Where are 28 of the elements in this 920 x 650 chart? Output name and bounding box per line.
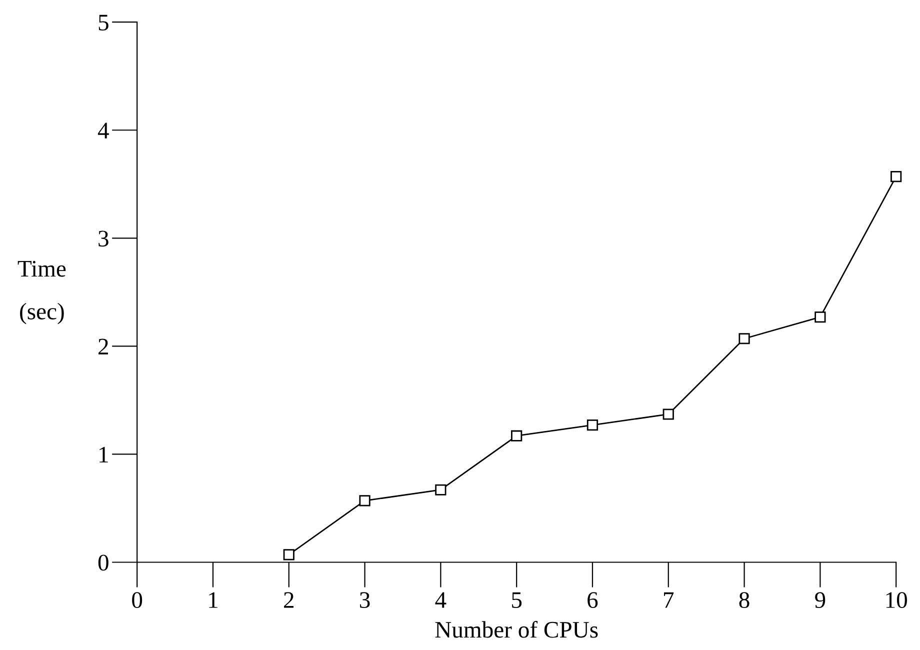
y-tick-label: 2 xyxy=(98,338,108,354)
point xyxy=(511,430,522,442)
x-tick-label: 8 xyxy=(739,592,750,608)
point xyxy=(814,311,826,323)
x-tick-label: 10 xyxy=(886,592,907,608)
y-tick-label: 4 xyxy=(98,122,109,138)
point xyxy=(283,549,294,560)
x-tick-label: 0 xyxy=(132,592,142,608)
x-tick-label: 6 xyxy=(588,592,598,608)
x-tick-label: 9 xyxy=(815,592,826,608)
y-tick-label: 5 xyxy=(98,14,108,31)
y-axis-title: Time (sec) xyxy=(18,260,66,324)
x-tick-label: 4 xyxy=(435,592,446,608)
y-tick-label: 3 xyxy=(98,230,108,247)
point xyxy=(738,333,750,344)
x-tick-label: 7 xyxy=(664,592,674,608)
x-tick-label: 1 xyxy=(209,592,218,608)
x-axis-title: Number of CPUs xyxy=(435,620,598,638)
point xyxy=(890,171,902,182)
x-tick-label: 3 xyxy=(360,592,370,608)
y-tick-label: 1 xyxy=(100,446,108,462)
x-tick-label: 5 xyxy=(512,592,522,608)
point xyxy=(359,495,370,506)
point xyxy=(662,408,674,420)
x-tick-label: 2 xyxy=(284,592,294,608)
point xyxy=(586,419,598,431)
y-tick-label: 0 xyxy=(98,554,108,571)
point xyxy=(435,484,446,496)
